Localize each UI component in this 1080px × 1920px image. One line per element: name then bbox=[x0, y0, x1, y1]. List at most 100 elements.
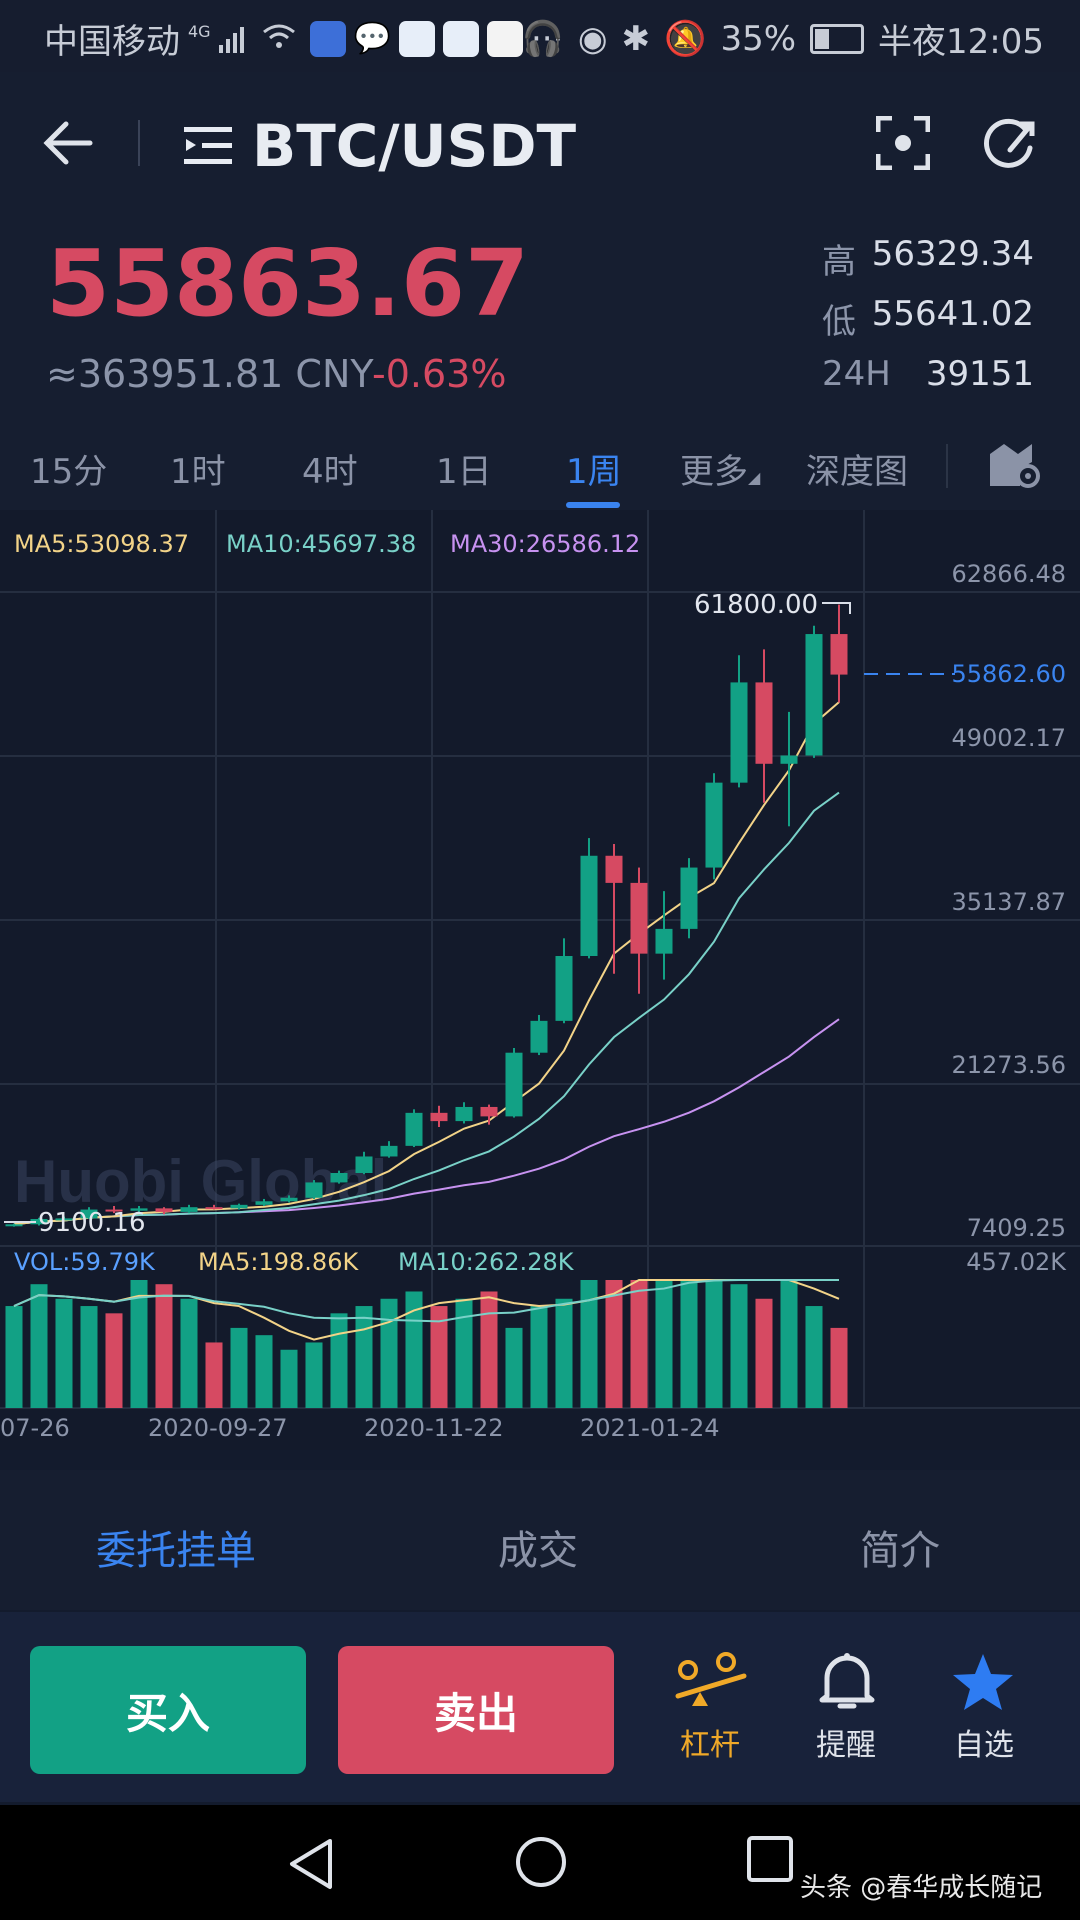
tab-intro[interactable]: 简介 bbox=[860, 1528, 940, 1574]
refresh-button[interactable] bbox=[980, 116, 1036, 176]
app-icon-4 bbox=[486, 20, 523, 57]
sell-button[interactable]: 卖出 bbox=[338, 1646, 614, 1774]
volume-bar bbox=[130, 1280, 148, 1408]
volume-bar bbox=[530, 1306, 548, 1408]
candle-body bbox=[805, 634, 823, 756]
mute-icon: 🔕 bbox=[664, 18, 707, 59]
volume-bar bbox=[480, 1291, 498, 1408]
ma10-line bbox=[13, 791, 840, 1226]
candle-body bbox=[255, 1201, 273, 1205]
nav-home-icon bbox=[516, 1837, 566, 1887]
candle-body bbox=[680, 867, 698, 929]
candle-body bbox=[405, 1112, 423, 1146]
header: BTC/USDT bbox=[0, 72, 1080, 222]
tab-1d[interactable]: 1日 bbox=[436, 452, 492, 492]
candle-body bbox=[55, 1218, 73, 1221]
candle-body bbox=[530, 1020, 548, 1053]
screenshot-icon bbox=[875, 115, 931, 171]
ma5-label: MA5:53098.37 bbox=[14, 530, 189, 558]
candle-body bbox=[580, 855, 598, 957]
wifi-icon bbox=[262, 19, 296, 59]
interval-tabs: 15分 1时 4时 1日 1周 更多◢ 深度图 bbox=[0, 422, 1080, 511]
volume-bar bbox=[830, 1327, 848, 1408]
tab-trades[interactable]: 成交 bbox=[498, 1528, 578, 1574]
max-price-leader bbox=[822, 602, 851, 614]
volume-bar bbox=[255, 1335, 273, 1408]
tab-1w[interactable]: 1周 bbox=[566, 452, 622, 492]
favorite-label: 自选 bbox=[954, 1728, 1014, 1763]
source-watermark: 头条 @春华成长随记 bbox=[800, 1873, 1043, 1903]
candle-body bbox=[305, 1182, 323, 1198]
pair-selector[interactable]: BTC/USDT bbox=[184, 112, 576, 180]
last-price: 55863.67 bbox=[46, 230, 530, 337]
candles bbox=[5, 604, 848, 1227]
detail-tabs: 委托挂单 成交 简介 bbox=[0, 1470, 1080, 1610]
status-bar: 中国移动 4G 💬 ··· 🎧 ◉ ✱ 🔕 35% 半夜12:05 bbox=[0, 0, 1080, 72]
volume-bar bbox=[755, 1298, 773, 1408]
candle-body bbox=[5, 1224, 23, 1227]
candle-body bbox=[155, 1208, 173, 1212]
alert-label: 提醒 bbox=[816, 1728, 876, 1763]
kline-svg: Huobi Global bbox=[0, 510, 1080, 1409]
network-label: 4G bbox=[188, 22, 211, 41]
header-divider bbox=[138, 120, 140, 166]
back-arrow-icon bbox=[43, 121, 93, 165]
chart-settings-button[interactable] bbox=[988, 440, 1040, 492]
candle-body bbox=[205, 1207, 223, 1210]
price-tick-5: 7409.25 bbox=[966, 1214, 1066, 1242]
tab-more-label: 更多 bbox=[680, 452, 748, 492]
volume-bar bbox=[105, 1313, 123, 1408]
lever-button[interactable]: 杠杆 bbox=[674, 1652, 748, 1763]
candle-body bbox=[280, 1197, 298, 1202]
volume-bar bbox=[80, 1306, 98, 1408]
bell-icon bbox=[819, 1653, 875, 1709]
alert-button[interactable]: 提醒 bbox=[812, 1652, 882, 1763]
screenshot-button[interactable] bbox=[875, 115, 931, 174]
date-label-4: 2021-01-24 bbox=[580, 1414, 720, 1442]
kline-chart[interactable]: Huobi Global MA5:53098.37 MA10:45697.38 … bbox=[0, 510, 1080, 1450]
candle-body bbox=[105, 1209, 123, 1212]
volume-bar bbox=[705, 1280, 723, 1408]
active-tab-indicator bbox=[566, 502, 620, 508]
tab-more[interactable]: 更多◢ bbox=[680, 444, 760, 493]
tab-1h[interactable]: 1时 bbox=[170, 452, 226, 492]
tab-15m[interactable]: 15分 bbox=[30, 452, 108, 492]
min-price-label: 9100.16 bbox=[38, 1208, 146, 1238]
grid-lines bbox=[0, 510, 1080, 1409]
candle-body bbox=[130, 1208, 148, 1211]
tab-4h[interactable]: 4时 bbox=[302, 452, 358, 492]
candle-body bbox=[455, 1106, 473, 1122]
tab-depth[interactable]: 深度图 bbox=[806, 452, 908, 492]
back-button[interactable] bbox=[40, 116, 94, 174]
date-label-2: 2020-09-27 bbox=[148, 1414, 288, 1442]
nav-home-button[interactable] bbox=[514, 1835, 568, 1893]
volume-bar bbox=[580, 1280, 598, 1408]
chart-settings-icon bbox=[990, 444, 1040, 488]
vol-max-label: 457.02K bbox=[966, 1248, 1066, 1276]
candle-body bbox=[355, 1156, 373, 1173]
nav-back-button[interactable] bbox=[286, 1837, 336, 1895]
tab-open-orders[interactable]: 委托挂单 bbox=[96, 1528, 256, 1574]
buy-button[interactable]: 买入 bbox=[30, 1646, 306, 1774]
eye-icon: ◉ bbox=[577, 18, 608, 59]
candle-body bbox=[755, 682, 773, 764]
volume-bar bbox=[5, 1306, 23, 1408]
ma10-label: MA10:45697.38 bbox=[226, 530, 417, 558]
volume-bar bbox=[430, 1306, 448, 1408]
volume-bar bbox=[780, 1280, 798, 1408]
nav-recents-button[interactable] bbox=[746, 1835, 794, 1887]
ma10-path bbox=[13, 791, 840, 1226]
battery-icon bbox=[810, 23, 865, 54]
watermark: Huobi Global bbox=[14, 1148, 387, 1215]
favorite-button[interactable]: 自选 bbox=[950, 1652, 1020, 1763]
vol-24h-value: 39151 bbox=[925, 354, 1034, 394]
price-tick-1: 62866.48 bbox=[951, 560, 1066, 588]
volume-bar bbox=[205, 1342, 223, 1408]
candle-body bbox=[30, 1218, 48, 1225]
price-tick-4: 21273.56 bbox=[951, 1051, 1066, 1079]
app-icon-2 bbox=[398, 20, 435, 57]
star-icon bbox=[953, 1654, 1013, 1710]
vol-24h-label: 24H bbox=[822, 354, 891, 394]
high-label: 高 bbox=[822, 242, 856, 282]
candle-body bbox=[630, 882, 648, 954]
